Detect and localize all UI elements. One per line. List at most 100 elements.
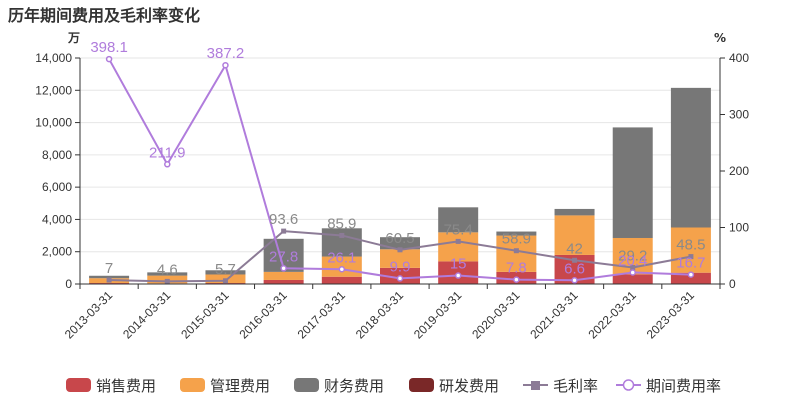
bar-销售费用 bbox=[670, 272, 711, 284]
right-axis-tick-label: 0 bbox=[729, 277, 736, 291]
left-axis-unit: 万 bbox=[67, 31, 80, 45]
legend-label: 研发费用 bbox=[439, 377, 499, 395]
bar-财务费用 bbox=[554, 208, 595, 216]
data-label-期间费用率: 26.1 bbox=[327, 249, 356, 266]
bar-销售费用 bbox=[263, 279, 304, 284]
bar-管理费用 bbox=[438, 232, 479, 262]
bar-财务费用 bbox=[438, 207, 479, 233]
data-label-期间费用率: 20.4 bbox=[618, 252, 647, 269]
marker-期间费用率 bbox=[629, 269, 636, 276]
data-label-期间费用率: 15 bbox=[450, 256, 467, 273]
data-label-毛利率: 75.4 bbox=[444, 221, 473, 238]
left-axis-tick-label: 10,000 bbox=[35, 116, 72, 130]
bar-销售费用 bbox=[321, 276, 362, 284]
x-axis-category-label: 2013-03-31 bbox=[62, 288, 116, 342]
data-label-毛利率: 60.5 bbox=[385, 230, 414, 247]
data-label-毛利率: 48.5 bbox=[676, 237, 705, 254]
legend-swatch bbox=[409, 378, 434, 392]
legend-marker bbox=[531, 381, 540, 390]
chart-title: 历年期间费用及毛利率变化 bbox=[8, 6, 200, 25]
bar-销售费用 bbox=[612, 274, 653, 284]
data-label-期间费用率: 211.9 bbox=[149, 144, 185, 161]
x-axis-category-label: 2017-03-31 bbox=[295, 288, 349, 342]
left-axis-tick-label: 12,000 bbox=[35, 83, 72, 97]
data-label-期间费用率: 6.6 bbox=[564, 260, 585, 277]
bar-管理费用 bbox=[380, 249, 420, 268]
marker-期间费用率 bbox=[513, 276, 520, 283]
left-axis-tick-label: 14,000 bbox=[35, 51, 72, 65]
marker-毛利率 bbox=[164, 278, 170, 284]
left-axis-tick-label: 6,000 bbox=[42, 180, 72, 194]
marker-毛利率 bbox=[688, 254, 694, 260]
data-label-期间费用率: 9.9 bbox=[390, 258, 411, 275]
marker-期间费用率 bbox=[454, 272, 462, 279]
marker-毛利率 bbox=[455, 238, 461, 244]
legend-label: 管理费用 bbox=[210, 377, 270, 395]
legend-label: 毛利率 bbox=[553, 377, 598, 395]
marker-毛利率 bbox=[572, 257, 578, 263]
x-axis-category-label: 2022-03-31 bbox=[586, 288, 640, 342]
marker-毛利率 bbox=[397, 247, 403, 253]
legend-swatch bbox=[294, 378, 319, 392]
data-label-期间费用率: 398.1 bbox=[90, 39, 128, 56]
data-label-毛利率: 85.9 bbox=[327, 215, 356, 232]
data-label-期间费用率: 7.8 bbox=[506, 260, 527, 277]
marker-期间费用率 bbox=[164, 161, 171, 168]
bar-管理费用 bbox=[670, 227, 711, 273]
legend-swatch bbox=[180, 378, 205, 392]
marker-毛利率 bbox=[222, 278, 228, 284]
bar-财务费用 bbox=[380, 237, 420, 250]
marker-期间费用率 bbox=[222, 61, 229, 69]
bar-管理费用 bbox=[263, 271, 304, 280]
bar-财务费用 bbox=[147, 272, 188, 276]
marker-毛利率 bbox=[630, 265, 636, 271]
marker-期间费用率 bbox=[280, 265, 287, 272]
left-axis-tick-label: 4,000 bbox=[42, 212, 72, 226]
marker-期间费用率 bbox=[687, 271, 695, 278]
legend-label: 期间费用率 bbox=[646, 377, 721, 395]
data-label-毛利率: 5.7 bbox=[215, 261, 236, 278]
x-axis-category-label: 2015-03-31 bbox=[178, 288, 232, 342]
legend-marker bbox=[622, 379, 635, 391]
x-axis-category-label: 2014-03-31 bbox=[120, 288, 174, 342]
legend-swatch bbox=[66, 378, 91, 392]
bar-财务费用 bbox=[89, 275, 130, 279]
left-axis-tick-label: 2,000 bbox=[42, 245, 72, 259]
grid-lines bbox=[80, 57, 720, 253]
lines bbox=[105, 55, 695, 284]
data-label-期间费用率: 27.8 bbox=[269, 248, 298, 265]
data-label-毛利率: 93.6 bbox=[269, 211, 298, 228]
right-axis-tick-label: 300 bbox=[729, 108, 749, 122]
x-axis-category-label: 2016-03-31 bbox=[236, 288, 290, 342]
marker-毛利率 bbox=[339, 232, 345, 238]
legend: 销售费用 管理费用 财务费用 研发费用 毛利率 期间费用率 bbox=[66, 377, 721, 395]
data-label-毛利率: 42 bbox=[566, 240, 583, 257]
right-axis-tick-label: 400 bbox=[729, 51, 749, 65]
marker-期间费用率 bbox=[105, 55, 113, 63]
x-axis-category-label: 2018-03-31 bbox=[353, 288, 407, 342]
right-axis-unit: % bbox=[714, 31, 726, 45]
data-labels: 7 4.6 5.7 93.6 85.9 60.5 75.4 58.9 42 29.2 48.5 398… bbox=[90, 39, 705, 278]
right-axis-tick-label: 200 bbox=[729, 164, 749, 178]
data-label-毛利率: 7 bbox=[105, 260, 113, 277]
x-axis-category-label: 2023-03-31 bbox=[644, 288, 698, 342]
marker-期间费用率 bbox=[338, 266, 346, 273]
bar-财务费用 bbox=[496, 231, 537, 236]
x-axis-category-label: 2019-03-31 bbox=[411, 288, 465, 342]
bar-管理费用 bbox=[554, 215, 595, 255]
marker-毛利率 bbox=[281, 228, 287, 234]
legend-label: 财务费用 bbox=[324, 377, 384, 395]
data-label-期间费用率: 16.7 bbox=[676, 255, 705, 272]
marker-期间费用率 bbox=[571, 277, 578, 284]
left-axis-tick-label: 0 bbox=[65, 277, 72, 291]
marker-毛利率 bbox=[513, 248, 519, 254]
right-axis-tick-label: 100 bbox=[729, 221, 749, 235]
marker-期间费用率 bbox=[396, 275, 404, 282]
marker-毛利率 bbox=[106, 277, 112, 283]
bar-财务费用 bbox=[205, 270, 246, 275]
data-label-毛利率: 29.2 bbox=[618, 248, 647, 265]
data-label-期间费用率: 387.2 bbox=[207, 45, 245, 62]
data-label-毛利率: 58.9 bbox=[502, 231, 531, 248]
